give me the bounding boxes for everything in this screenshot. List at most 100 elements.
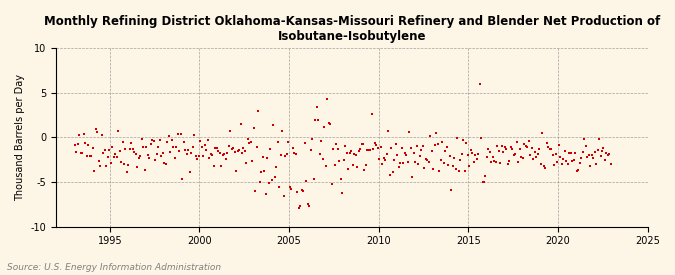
- Point: [146, 142, 157, 147]
- Point: [238, 145, 249, 150]
- Point: [411, 144, 422, 148]
- Point: [419, 166, 430, 170]
- Point: [333, 159, 344, 164]
- Point: [219, 152, 230, 157]
- Point: [358, 142, 369, 146]
- Point: [369, 141, 380, 145]
- Point: [354, 147, 365, 152]
- Point: [275, 152, 286, 157]
- Point: [531, 155, 541, 159]
- Point: [298, 189, 308, 194]
- Point: [319, 125, 329, 130]
- Point: [132, 164, 143, 169]
- Point: [603, 153, 614, 157]
- Point: [292, 189, 302, 194]
- Point: [416, 148, 427, 152]
- Point: [125, 147, 136, 151]
- Point: [427, 149, 437, 153]
- Point: [444, 154, 455, 158]
- Point: [551, 160, 562, 165]
- Point: [128, 147, 138, 151]
- Point: [414, 154, 425, 159]
- Point: [331, 142, 342, 146]
- Point: [423, 160, 434, 164]
- Point: [187, 145, 198, 149]
- Point: [432, 142, 443, 146]
- Point: [200, 148, 211, 152]
- Point: [417, 144, 428, 148]
- Point: [87, 146, 98, 150]
- Point: [385, 173, 396, 177]
- Point: [491, 159, 502, 164]
- Point: [109, 152, 120, 156]
- Point: [81, 154, 92, 158]
- Point: [438, 161, 449, 165]
- Point: [459, 168, 470, 173]
- Point: [468, 160, 479, 164]
- Point: [406, 146, 416, 151]
- Point: [76, 151, 86, 155]
- Point: [244, 141, 255, 145]
- Point: [294, 206, 304, 211]
- Point: [195, 139, 206, 143]
- Point: [593, 137, 604, 141]
- Point: [508, 153, 519, 158]
- Point: [373, 146, 383, 150]
- Point: [583, 153, 594, 158]
- Point: [398, 161, 409, 165]
- Point: [585, 164, 595, 168]
- Point: [492, 144, 503, 148]
- Point: [425, 134, 435, 139]
- Point: [161, 161, 171, 166]
- Point: [273, 139, 284, 144]
- Point: [390, 141, 401, 146]
- Point: [514, 147, 525, 152]
- Point: [446, 188, 456, 192]
- Point: [120, 146, 131, 151]
- Point: [280, 153, 291, 158]
- Point: [591, 162, 601, 166]
- Point: [543, 145, 554, 149]
- Point: [541, 141, 552, 145]
- Point: [518, 155, 529, 160]
- Point: [535, 162, 546, 166]
- Point: [592, 147, 603, 152]
- Point: [117, 140, 128, 144]
- Point: [365, 148, 376, 152]
- Point: [169, 155, 180, 160]
- Point: [190, 154, 201, 158]
- Point: [313, 118, 323, 122]
- Point: [460, 141, 471, 145]
- Point: [168, 145, 179, 149]
- Point: [458, 138, 468, 142]
- Point: [577, 150, 588, 154]
- Point: [474, 82, 485, 86]
- Point: [497, 144, 508, 148]
- Point: [130, 152, 141, 156]
- Point: [537, 131, 547, 135]
- Point: [237, 151, 248, 155]
- Point: [580, 144, 591, 148]
- Point: [88, 169, 99, 174]
- Point: [428, 167, 439, 171]
- Point: [182, 152, 192, 156]
- Point: [489, 158, 500, 163]
- Point: [205, 152, 216, 156]
- Point: [328, 147, 339, 151]
- Point: [271, 165, 281, 169]
- Point: [443, 163, 454, 167]
- Point: [210, 145, 221, 150]
- Point: [335, 176, 346, 181]
- Point: [479, 180, 489, 184]
- Point: [115, 160, 126, 164]
- Point: [95, 164, 105, 168]
- Point: [362, 148, 373, 152]
- Point: [564, 150, 574, 155]
- Point: [441, 145, 452, 149]
- Point: [588, 156, 599, 161]
- Point: [332, 147, 343, 151]
- Point: [465, 148, 476, 153]
- Point: [568, 158, 579, 163]
- Point: [326, 181, 337, 186]
- Point: [202, 138, 213, 143]
